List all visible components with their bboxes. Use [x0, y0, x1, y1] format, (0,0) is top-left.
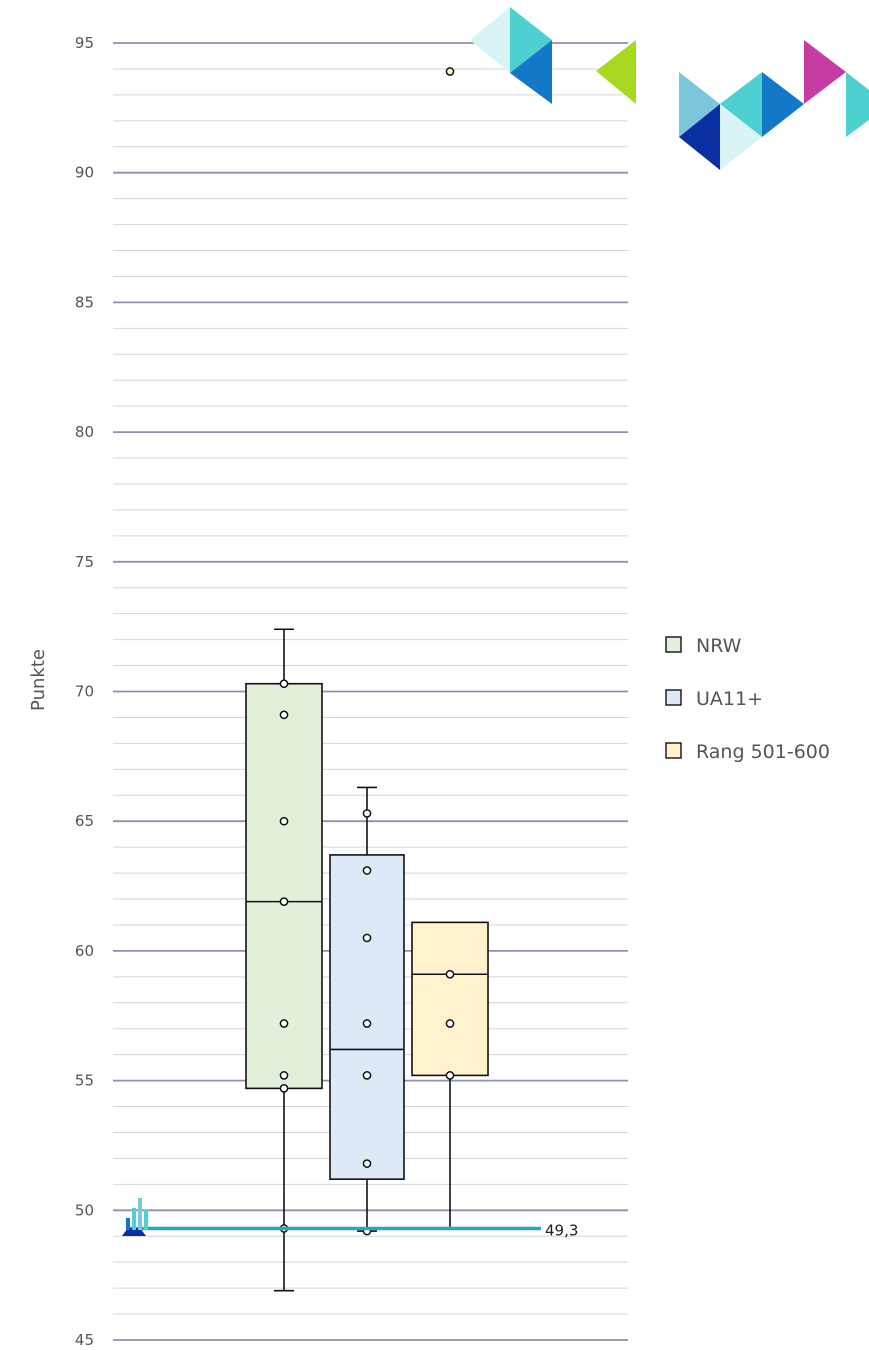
y-axis-tick-labels: 45 50 55 60 65 70 75 80 85 90 95: [75, 34, 94, 1349]
data-point: [279, 1071, 289, 1080]
data-point: [362, 866, 372, 875]
data-point: [279, 679, 289, 689]
legend-swatch: [665, 689, 682, 706]
box-ua11-: [329, 786, 405, 1236]
data-point: [279, 897, 289, 906]
data-point: [279, 816, 289, 826]
y-tick-label: 45: [75, 1331, 94, 1349]
box-nrw: [245, 628, 323, 1292]
legend-label: UA11+: [696, 688, 763, 710]
y-tick-label: 95: [75, 34, 94, 52]
data-point: [445, 969, 455, 979]
data-point: [279, 1019, 289, 1028]
data-point: [362, 1019, 372, 1028]
decorative-triangles-logo: [679, 40, 869, 170]
y-tick-label: 80: [75, 423, 94, 441]
y-tick-label: 70: [75, 683, 94, 701]
y-tick-label: 55: [75, 1072, 94, 1090]
y-tick-label: 65: [75, 812, 94, 830]
box-series: [245, 67, 489, 1292]
decorative-triangles-top: [470, 7, 636, 104]
outlier-point: [445, 67, 455, 76]
y-tick-label: 90: [75, 164, 94, 182]
reference-line: 49,3: [128, 1221, 578, 1239]
data-point: [279, 710, 289, 720]
y-tick-label: 50: [75, 1201, 94, 1219]
y-tick-label: 85: [75, 293, 94, 311]
reference-line-label: 49,3: [545, 1221, 578, 1239]
data-point: [362, 933, 372, 943]
legend: NRW UA11+ Rang 501-600: [665, 635, 830, 763]
data-point: [445, 1071, 455, 1080]
data-point: [279, 1084, 289, 1093]
y-tick-label: 75: [75, 553, 94, 571]
legend-swatch: [665, 742, 682, 759]
y-axis-title: Punkte: [28, 649, 49, 711]
interquartile-box: [411, 921, 489, 1077]
data-point: [362, 1071, 372, 1080]
box-rang-501-600: [411, 67, 489, 1230]
university-logo-icon: [122, 1198, 148, 1236]
data-point: [445, 1019, 455, 1028]
y-tick-label: 60: [75, 942, 94, 960]
legend-label: NRW: [696, 635, 742, 657]
data-point: [362, 809, 372, 818]
legend-swatch: [665, 636, 682, 653]
interquartile-box: [329, 854, 405, 1180]
data-point: [362, 1159, 372, 1168]
legend-label: Rang 501-600: [696, 741, 830, 763]
